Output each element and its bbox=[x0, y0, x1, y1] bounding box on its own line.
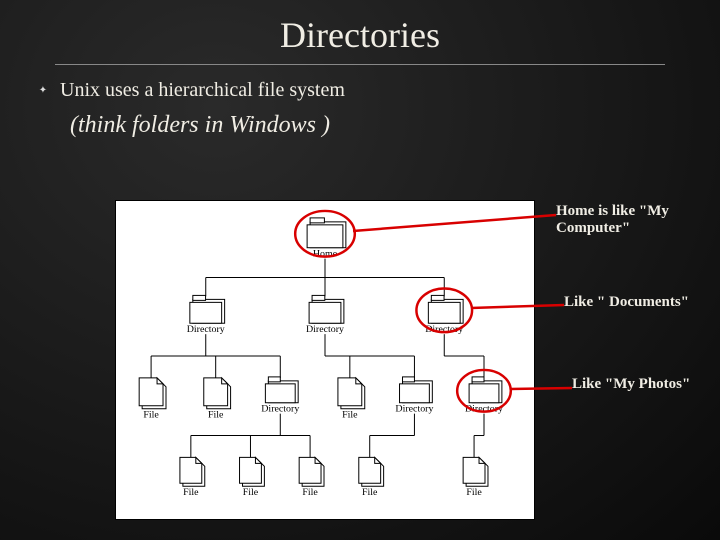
title-divider bbox=[55, 64, 665, 65]
svg-text:File: File bbox=[362, 487, 378, 498]
bullet-icon: ✦ bbox=[38, 86, 48, 96]
svg-text:File: File bbox=[208, 410, 224, 421]
svg-text:File: File bbox=[183, 487, 199, 498]
svg-text:Directory: Directory bbox=[261, 404, 299, 415]
subtitle: (think folders in Windows ) bbox=[70, 112, 720, 139]
annotation-photos: Like "My Photos" bbox=[572, 376, 712, 393]
slide-title: Directories bbox=[0, 0, 720, 56]
annotation-home: Home is like "My Computer" bbox=[556, 203, 716, 238]
annotation-documents: Like " Documents" bbox=[564, 294, 714, 311]
svg-text:File: File bbox=[466, 487, 482, 498]
svg-text:File: File bbox=[243, 487, 259, 498]
svg-text:File: File bbox=[342, 410, 358, 421]
diagram-svg: Home Directory Directory Directory File File D… bbox=[116, 201, 534, 519]
svg-text:Directory: Directory bbox=[395, 404, 433, 415]
hierarchy-diagram: Home Directory Directory Directory File File D… bbox=[115, 200, 535, 520]
svg-text:Directory: Directory bbox=[306, 324, 344, 335]
bullet-row: ✦ Unix uses a hierarchical file system bbox=[38, 79, 720, 102]
svg-text:Directory: Directory bbox=[187, 324, 225, 335]
svg-text:File: File bbox=[302, 487, 318, 498]
bullet-text: Unix uses a hierarchical file system bbox=[60, 79, 345, 102]
svg-text:File: File bbox=[143, 410, 159, 421]
svg-text:Home: Home bbox=[313, 249, 338, 260]
